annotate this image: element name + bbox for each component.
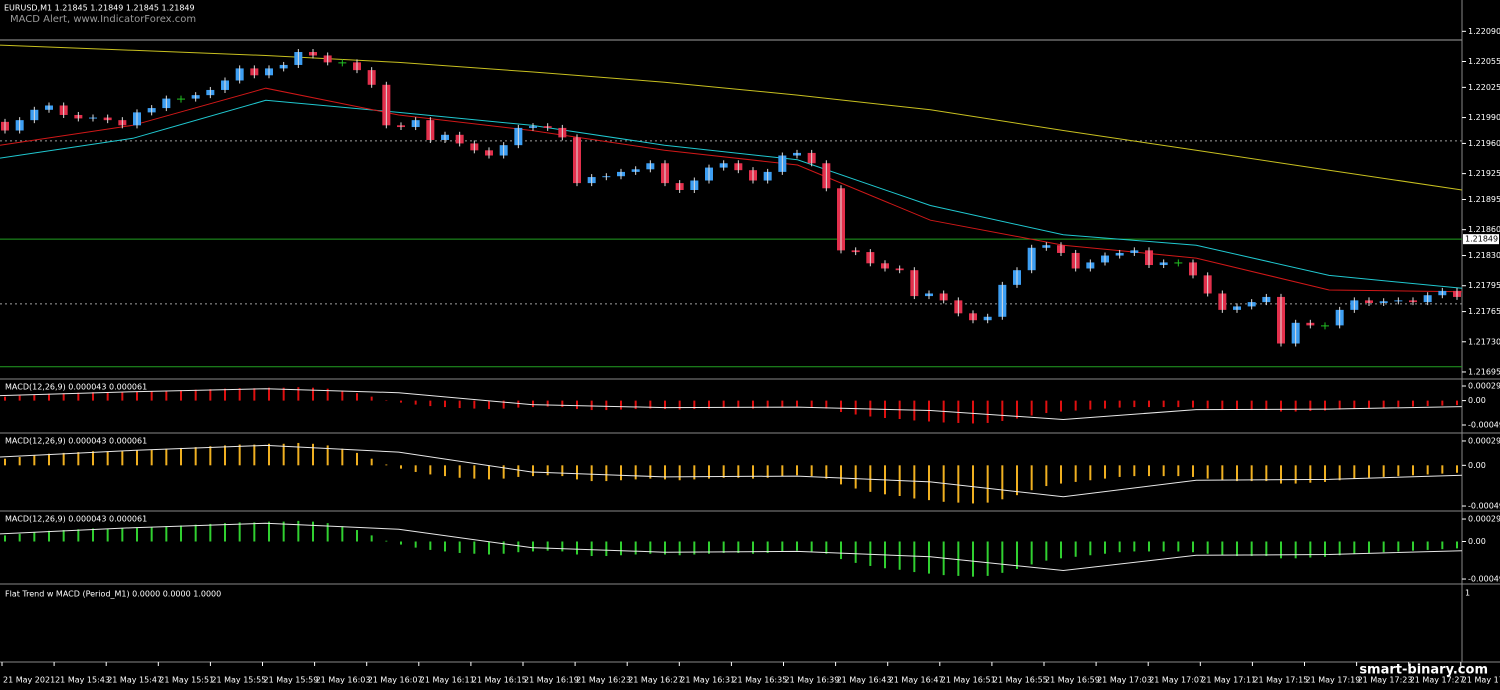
y-tick-label: 1.22025 xyxy=(1468,83,1500,92)
macd-signal xyxy=(0,522,1463,572)
y-tick-label: -0.000491 xyxy=(1468,575,1500,584)
x-tick-label: 21 May 17:19 xyxy=(1306,676,1361,685)
x-tick-label: 21 May 16:39 xyxy=(785,676,840,685)
x-tick-label: 21 May 17:03 xyxy=(1097,676,1152,685)
y-tick-label: 1.21730 xyxy=(1468,337,1500,346)
x-tick-label: 21 May 15:51 xyxy=(159,676,214,685)
x-tick-label: 21 May 16:47 xyxy=(889,676,944,685)
y-tick-label: 1.21765 xyxy=(1468,307,1500,316)
x-tick-label: 21 May 16:15 xyxy=(472,676,527,685)
current-price-box xyxy=(1463,234,1499,245)
macd-panel-label: MACD(12,26,9) 0.000043 0.000061 xyxy=(5,437,147,446)
y-tick-label: 0.000294 xyxy=(1468,436,1500,445)
x-tick-label: 21 May 16:27 xyxy=(628,676,683,685)
x-tick-label: 21 May 17:27 xyxy=(1410,676,1465,685)
y-tick-label: 0.00 xyxy=(1468,461,1486,470)
y-tick-label: 1.21795 xyxy=(1468,281,1500,290)
current-price-label: 1.21849 xyxy=(1465,235,1498,244)
y-tick-label: 1.21830 xyxy=(1468,251,1500,260)
moving-average xyxy=(0,44,1463,191)
indicator-header: MACD Alert, www.IndicatorForex.com xyxy=(10,14,196,25)
moving-average xyxy=(0,99,1463,289)
y-tick-label: 0.00 xyxy=(1468,537,1486,546)
x-tick-label: 21 May 15:43 xyxy=(55,676,110,685)
y-tick-label: 1.21695 xyxy=(1468,367,1500,376)
y-tick-label: 1.21895 xyxy=(1468,195,1500,204)
x-tick-label: 21 May 17:23 xyxy=(1358,676,1413,685)
x-tick-label: 21 May 15:59 xyxy=(264,676,319,685)
y-tick-label: -0.000491 xyxy=(1468,502,1500,511)
x-tick-label: 21 May 17:11 xyxy=(1201,676,1256,685)
symbol-header: EURUSD,M1 1.21845 1.21849 1.21845 1.2184… xyxy=(4,4,195,13)
flat-panel-label: Flat Trend w MACD (Period_M1) 0.0000 0.0… xyxy=(5,590,221,599)
y-tick-label: 1.21925 xyxy=(1468,169,1500,178)
y-tick-label: 1.21960 xyxy=(1468,139,1500,148)
watermark: smart-binary.com xyxy=(1359,663,1488,678)
x-tick-label: 21 May 16:03 xyxy=(316,676,371,685)
x-tick-label: 21 May 16:31 xyxy=(680,676,735,685)
x-tick-label: 21 May 16:23 xyxy=(576,676,631,685)
macd-signal xyxy=(0,444,1463,498)
macd-panel-label: MACD(12,26,9) 0.000043 0.000061 xyxy=(5,515,147,524)
x-tick-label: 21 May 17:15 xyxy=(1253,676,1308,685)
y-tick-label: 0.000294 xyxy=(1468,382,1500,391)
x-tick-label: 21 May 16:07 xyxy=(368,676,423,685)
x-tick-label: 21 May 15:55 xyxy=(211,676,266,685)
y-tick-label: 1.21860 xyxy=(1468,225,1500,234)
x-tick-label: 21 May 16:43 xyxy=(837,676,892,685)
moving-average xyxy=(0,87,1463,293)
y-tick-label: 0.00 xyxy=(1468,396,1486,405)
x-tick-label: 21 May 16:19 xyxy=(524,676,579,685)
x-tick-label: 21 May 17:07 xyxy=(1149,676,1204,685)
y-tick-label: 1.21990 xyxy=(1468,113,1500,122)
y-tick-label: -0.000491 xyxy=(1468,420,1500,429)
x-tick-label: 21 May 16:11 xyxy=(420,676,475,685)
macd-signal xyxy=(0,388,1463,421)
x-tick-label: 21 May 16:51 xyxy=(941,676,996,685)
x-tick-label: 21 May 16:35 xyxy=(732,676,787,685)
x-tick-label: 21 May 17:3 xyxy=(1462,676,1500,685)
chart-layer: 1.22090 1.22055 1.22025 1.21990 1.21960 1.219… xyxy=(0,27,1500,685)
x-tick-label: 21 May 2021 xyxy=(3,676,55,685)
y-tick-label: 1.22090 xyxy=(1468,27,1500,36)
x-tick-label: 21 May 15:47 xyxy=(107,676,162,685)
x-tick-label: 21 May 16:55 xyxy=(993,676,1048,685)
x-tick-label: 21 May 16:59 xyxy=(1045,676,1100,685)
flat-panel-axis-label: 1 xyxy=(1465,589,1470,598)
macd-panel-label: MACD(12,26,9) 0.000043 0.000061 xyxy=(5,383,147,392)
y-tick-label: 1.22055 xyxy=(1468,57,1500,66)
y-tick-label: 0.000294 xyxy=(1468,515,1500,524)
